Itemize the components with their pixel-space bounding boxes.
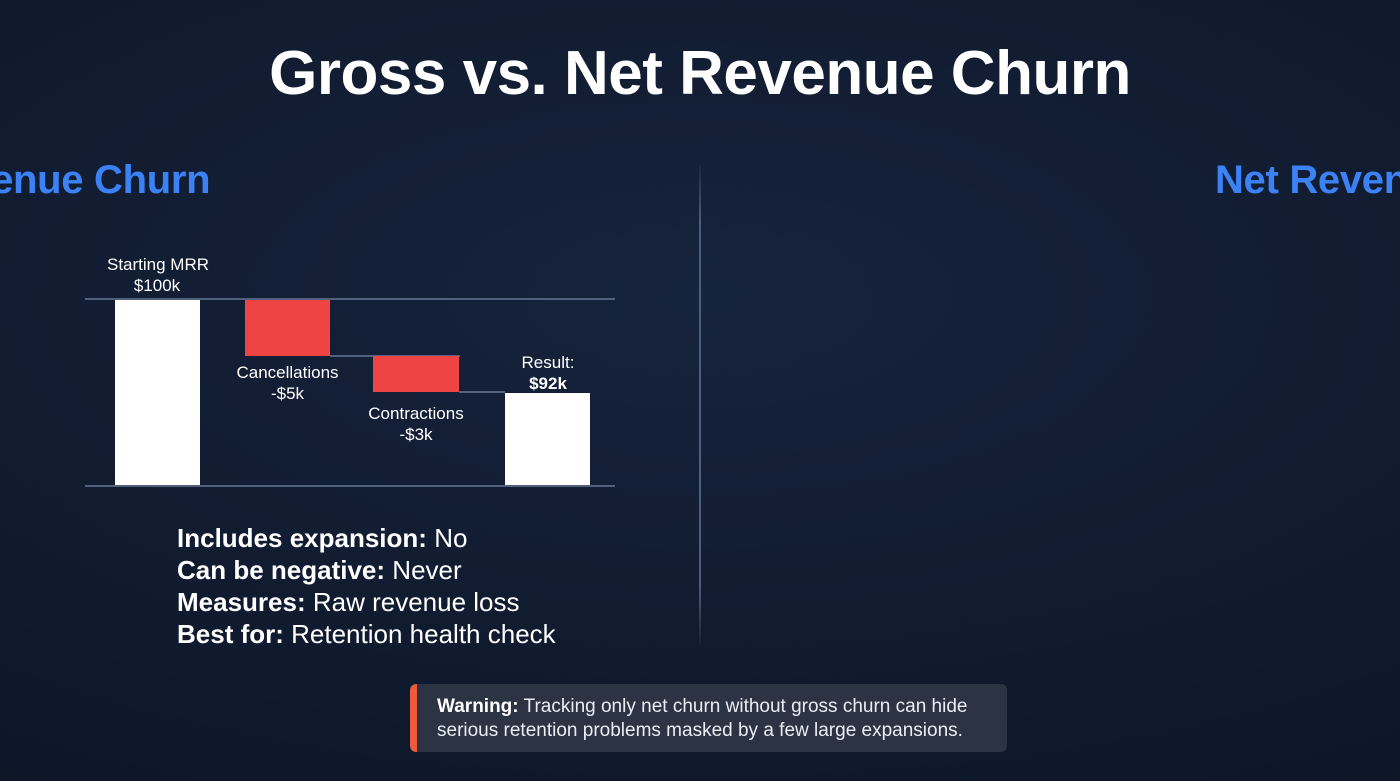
page-title: Gross vs. Net Revenue Churn bbox=[269, 39, 1131, 108]
panel-title-net: Net Revenue Churn bbox=[1214, 158, 1400, 202]
warning-text: Warning: Tracking only net churn without… bbox=[437, 695, 993, 743]
chart-gross-waterfall: Starting MRR $100k Cancellations -$5k Co… bbox=[85, 240, 615, 490]
spec-value: Raw revenue loss bbox=[312, 587, 520, 617]
label-cancellations: Cancellations -$5k bbox=[230, 362, 345, 404]
panel-net: Net Revenue Churn Starting MRR $100k Can… bbox=[700, 0, 1400, 781]
bar-result bbox=[505, 393, 590, 485]
label-starting-mrr-name: Starting MRR bbox=[107, 255, 210, 274]
bar-contractions bbox=[373, 356, 459, 392]
label-result-name: Result: bbox=[521, 353, 575, 372]
label-result: Result: $92k bbox=[498, 352, 598, 394]
panel-title-gross: Gross Revenue Churn bbox=[0, 158, 211, 202]
warning-callout: Warning: Tracking only net churn without… bbox=[410, 684, 1007, 752]
spec-row: Best for: Retention health check bbox=[177, 618, 556, 650]
label-starting-mrr: Starting MRR $100k bbox=[107, 254, 210, 296]
spec-row: Includes expansion: No bbox=[177, 522, 556, 554]
label-starting-mrr-value: $100k bbox=[133, 276, 181, 295]
warning-accent-bar bbox=[410, 684, 417, 752]
bar-cancellations bbox=[245, 300, 330, 356]
label-contractions-value: -$3k bbox=[399, 425, 433, 444]
spec-list-gross: Includes expansion: No Can be negative: … bbox=[177, 522, 556, 650]
spec-row: Can be negative: Never bbox=[177, 554, 556, 586]
spec-key: Measures: bbox=[177, 587, 306, 617]
label-cancellations-value: -$5k bbox=[270, 384, 305, 403]
spec-row: Measures: Raw revenue loss bbox=[177, 586, 556, 618]
column-divider bbox=[699, 165, 701, 645]
spec-key: Can be negative: bbox=[177, 555, 386, 585]
connector-contractions bbox=[459, 391, 505, 393]
label-cancellations-name: Cancellations bbox=[236, 363, 339, 382]
warning-label: Warning: bbox=[437, 696, 519, 717]
bar-starting-mrr bbox=[115, 300, 200, 485]
gridline-baseline bbox=[85, 485, 615, 487]
spec-key: Best for: bbox=[177, 619, 284, 649]
gridline-top bbox=[85, 298, 615, 300]
label-result-value: $92k bbox=[529, 374, 567, 393]
label-contractions: Contractions -$3k bbox=[360, 403, 472, 445]
spec-value: No bbox=[434, 523, 468, 553]
warning-body: Tracking only net churn without gross ch… bbox=[437, 696, 968, 741]
spec-value: Retention health check bbox=[291, 619, 556, 649]
spec-key: Includes expansion: bbox=[177, 523, 427, 553]
label-contractions-name: Contractions bbox=[368, 404, 464, 423]
panel-gross: Gross Revenue Churn Starting MRR $100k C… bbox=[0, 158, 615, 650]
spec-value: Never bbox=[392, 555, 462, 585]
